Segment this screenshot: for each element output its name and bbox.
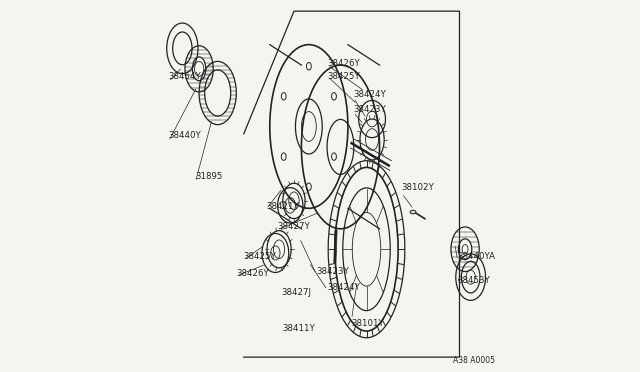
Text: 38425Y: 38425Y [328, 72, 360, 81]
Text: 38426Y: 38426Y [328, 59, 360, 68]
Text: 38101Y: 38101Y [351, 319, 385, 328]
Text: 31895: 31895 [195, 172, 223, 181]
Text: 38440YA: 38440YA [458, 252, 495, 261]
Text: 38453Y: 38453Y [458, 276, 490, 285]
Text: 38427Y: 38427Y [277, 222, 310, 231]
Text: 38424Y: 38424Y [328, 283, 360, 292]
Text: 38424Y: 38424Y [353, 90, 386, 99]
Text: 38454Y: 38454Y [168, 72, 202, 81]
Text: 38423Y: 38423Y [316, 267, 349, 276]
Text: 38411Y: 38411Y [283, 324, 316, 333]
Ellipse shape [410, 210, 416, 214]
Text: 38425Y: 38425Y [244, 252, 276, 261]
Text: A38 A0005: A38 A0005 [453, 356, 495, 365]
Text: 38102Y: 38102Y [402, 183, 435, 192]
Text: 38427J: 38427J [281, 288, 311, 296]
Text: 38423Y: 38423Y [353, 105, 386, 114]
Text: 38440Y: 38440Y [168, 131, 202, 140]
Text: 38421Y: 38421Y [266, 202, 299, 211]
Text: 38426Y: 38426Y [236, 269, 269, 278]
